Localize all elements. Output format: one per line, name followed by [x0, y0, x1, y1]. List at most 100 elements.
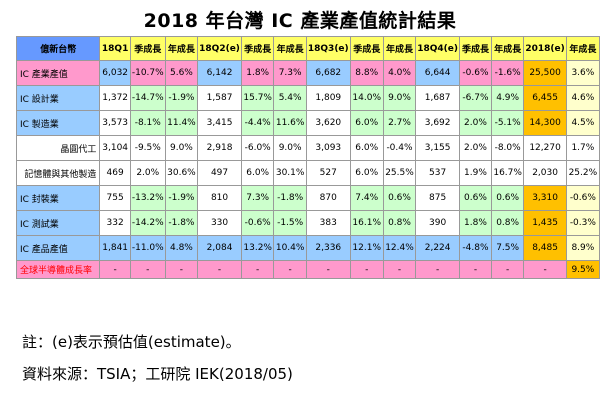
table-cell: - — [382, 260, 417, 279]
table-cell: -9.5% — [129, 135, 166, 161]
row-label: 晶圓代工 — [15, 135, 101, 161]
table-cell: - — [523, 260, 567, 279]
table-cell: 2.7% — [382, 110, 417, 136]
table-cell: 11.4% — [164, 110, 199, 136]
table-cell: 1.8% — [459, 210, 492, 236]
table-cell: 755 — [99, 185, 131, 211]
table-cell: 8.8% — [349, 60, 384, 86]
table-cell: 0.6% — [382, 185, 417, 211]
table-row: IC 產品產值 1,841 -11.0% 4.8% 2,084 13.2% 10.4% 2,3… — [15, 235, 600, 261]
column-header: 18Q4(e) — [415, 36, 461, 61]
table-cell: 7.3% — [240, 185, 275, 211]
table-cell: -8.1% — [129, 110, 166, 136]
table-cell: 469 — [99, 160, 131, 186]
table-cell: 3,104 — [99, 135, 131, 161]
table-cell: 3,310 — [523, 185, 567, 211]
table-row: IC 封裝業 755 -13.2% -1.9% 810 7.3% -1.8% 870 7.4% 0… — [15, 185, 600, 211]
table-cell: 6,032 — [99, 60, 131, 86]
table-cell: 390 — [415, 210, 461, 236]
column-header: 季成長 — [459, 36, 492, 61]
table-row: IC 設計業 1,372 -14.7% -1.9% 1,587 15.7% 5.4% 1,80… — [15, 85, 600, 111]
table-cell: -11.0% — [129, 235, 166, 261]
table-cell: 25,500 — [523, 60, 567, 86]
table-cell: 537 — [415, 160, 461, 186]
table-cell: - — [305, 260, 351, 279]
table-cell: 6,142 — [197, 60, 242, 86]
estimate-note: 註：(e)表示預估值(estimate)。 — [22, 333, 241, 351]
table-cell: -1.8% — [273, 185, 307, 211]
column-header: 年成長 — [490, 36, 525, 61]
table-cell: 0.8% — [382, 210, 417, 236]
column-header: 年成長 — [382, 36, 417, 61]
table-cell: 8.9% — [565, 235, 600, 261]
row-label: IC 封裝業 — [15, 185, 101, 211]
table-cell: 15.7% — [240, 85, 275, 111]
table-cell: 4.0% — [382, 60, 417, 86]
table-cell: -13.2% — [129, 185, 166, 211]
table-cell: 3,093 — [305, 135, 351, 161]
table-cell: 2,224 — [415, 235, 461, 261]
table-cell: 6.0% — [240, 160, 275, 186]
table-cell: 5.6% — [164, 60, 199, 86]
table-cell: 0.8% — [490, 210, 525, 236]
table-cell: 9.0% — [164, 135, 199, 161]
table-cell: 6,644 — [415, 60, 461, 86]
column-header: 季成長 — [240, 36, 275, 61]
table-cell: 30.1% — [273, 160, 307, 186]
row-label: IC 產業產值 — [15, 60, 101, 86]
table-cell: 1,587 — [197, 85, 242, 111]
table-cell: 2.0% — [459, 135, 492, 161]
table-cell: 14,300 — [523, 110, 567, 136]
table-cell: -0.4% — [382, 135, 417, 161]
table-cell: 2.0% — [459, 110, 492, 136]
column-header: 季成長 — [349, 36, 384, 61]
table-cell: - — [164, 260, 199, 279]
table-cell: 3,415 — [197, 110, 242, 136]
table-cell: 1,841 — [99, 235, 131, 261]
table-cell: 332 — [99, 210, 131, 236]
row-label: IC 製造業 — [15, 110, 101, 136]
table-cell: 10.4% — [273, 235, 307, 261]
table-cell: -0.6% — [565, 185, 600, 211]
table-row: IC 測試業 332 -14.2% -1.8% 330 -0.6% -1.5% 383 16.1… — [15, 210, 600, 236]
table-cell: 13.2% — [240, 235, 275, 261]
table-cell: 330 — [197, 210, 242, 236]
table-cell: - — [99, 260, 131, 279]
table-cell: 6.0% — [349, 160, 384, 186]
table-cell: - — [197, 260, 242, 279]
table-cell: 3.6% — [565, 60, 600, 86]
table-cell: 2,336 — [305, 235, 351, 261]
column-header: 2018(e) — [523, 36, 567, 61]
table-cell: 875 — [415, 185, 461, 211]
table-cell: 12.4% — [382, 235, 417, 261]
table-cell: 1.8% — [240, 60, 275, 86]
table-cell: -4.8% — [459, 235, 492, 261]
table-cell: 9.0% — [382, 85, 417, 111]
column-header: 18Q3(e) — [305, 36, 351, 61]
table-cell: - — [240, 260, 275, 279]
header-row: 億新台幣 18Q1 季成長 年成長 18Q2(e) 季成長 年成長 18Q3(e) 季成長 年成長… — [15, 36, 600, 61]
table-cell: 3,692 — [415, 110, 461, 136]
column-header: 年成長 — [164, 36, 199, 61]
table-cell: -14.2% — [129, 210, 166, 236]
table-cell: -14.7% — [129, 85, 166, 111]
table-cell: 2,030 — [523, 160, 567, 186]
table-cell: 527 — [305, 160, 351, 186]
table-cell: 16.7% — [490, 160, 525, 186]
table-cell: -1.5% — [273, 210, 307, 236]
table-cell: -1.6% — [490, 60, 525, 86]
column-header: 年成長 — [273, 36, 307, 61]
table-cell: 1,809 — [305, 85, 351, 111]
table-cell: 2,918 — [197, 135, 242, 161]
table-cell: 9.0% — [273, 135, 307, 161]
table-cell: -8.0% — [490, 135, 525, 161]
table-cell: - — [459, 260, 492, 279]
row-label: IC 測試業 — [15, 210, 101, 236]
table-cell: 2,084 — [197, 235, 242, 261]
table-cell: -1.8% — [164, 210, 199, 236]
table-cell: 810 — [197, 185, 242, 211]
table-cell: 8,485 — [523, 235, 567, 261]
table-cell: 6.0% — [349, 135, 384, 161]
table-cell: - — [273, 260, 307, 279]
table-row: IC 製造業 3,573 -8.1% 11.4% 3,415 -4.4% 11.6% 3,62… — [15, 110, 600, 136]
